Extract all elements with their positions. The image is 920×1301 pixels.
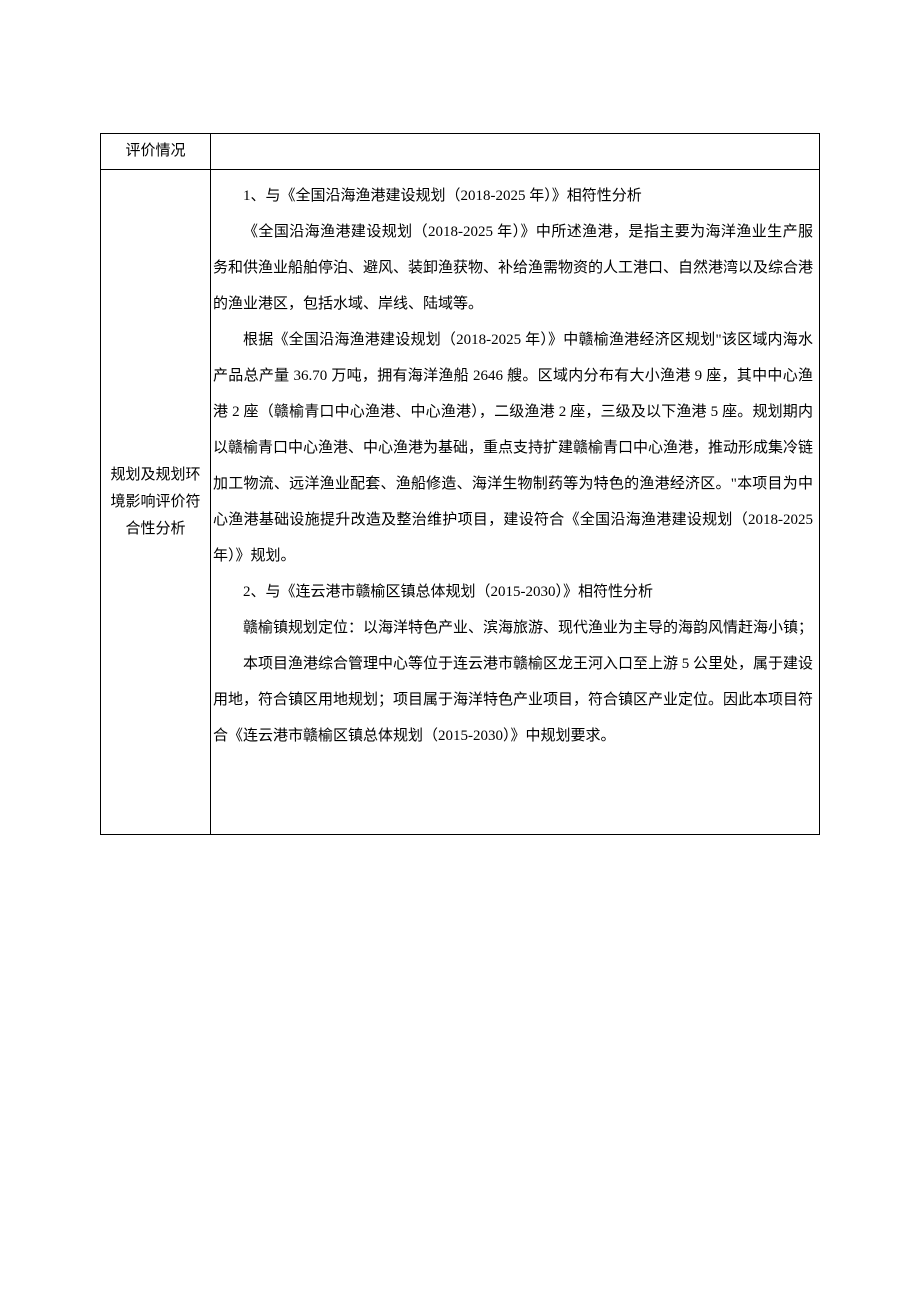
evaluation-label: 评价情况 (125, 143, 185, 159)
paragraph-heading-2: 2、与《连云港市赣榆区镇总体规划（2015-2030）》相符性分析 (213, 574, 813, 610)
paragraph-body-3: 赣榆镇规划定位：以海洋特色产业、滨海旅游、现代渔业为主导的海韵风情赶海小镇； (213, 610, 813, 646)
paragraph-body-2: 根据《全国沿海渔港建设规划（2018-2025 年）》中赣榆渔港经济区规划"该区… (213, 322, 813, 574)
paragraph-body-1: 《全国沿海渔港建设规划（2018-2025 年）》中所述渔港，是指主要为海洋渔业… (213, 214, 813, 322)
evaluation-content-cell (211, 134, 820, 170)
planning-analysis-label: 规划及规划环境影响评价符合性分析 (110, 467, 200, 537)
table-row-planning-analysis: 规划及规划环境影响评价符合性分析 1、与《全国沿海渔港建设规划（2018-202… (101, 170, 820, 835)
table-row-evaluation: 评价情况 (101, 134, 820, 170)
evaluation-label-cell: 评价情况 (101, 134, 211, 170)
planning-analysis-label-cell: 规划及规划环境影响评价符合性分析 (101, 170, 211, 835)
planning-table: 评价情况 规划及规划环境影响评价符合性分析 1、与《全国沿海渔港建设规划（201… (100, 133, 820, 835)
paragraph-body-4: 本项目渔港综合管理中心等位于连云港市赣榆区龙王河入口至上游 5 公里处，属于建设… (213, 646, 813, 754)
planning-analysis-content-cell: 1、与《全国沿海渔港建设规划（2018-2025 年）》相符性分析 《全国沿海渔… (211, 170, 820, 835)
paragraph-heading-1: 1、与《全国沿海渔港建设规划（2018-2025 年）》相符性分析 (213, 178, 813, 214)
